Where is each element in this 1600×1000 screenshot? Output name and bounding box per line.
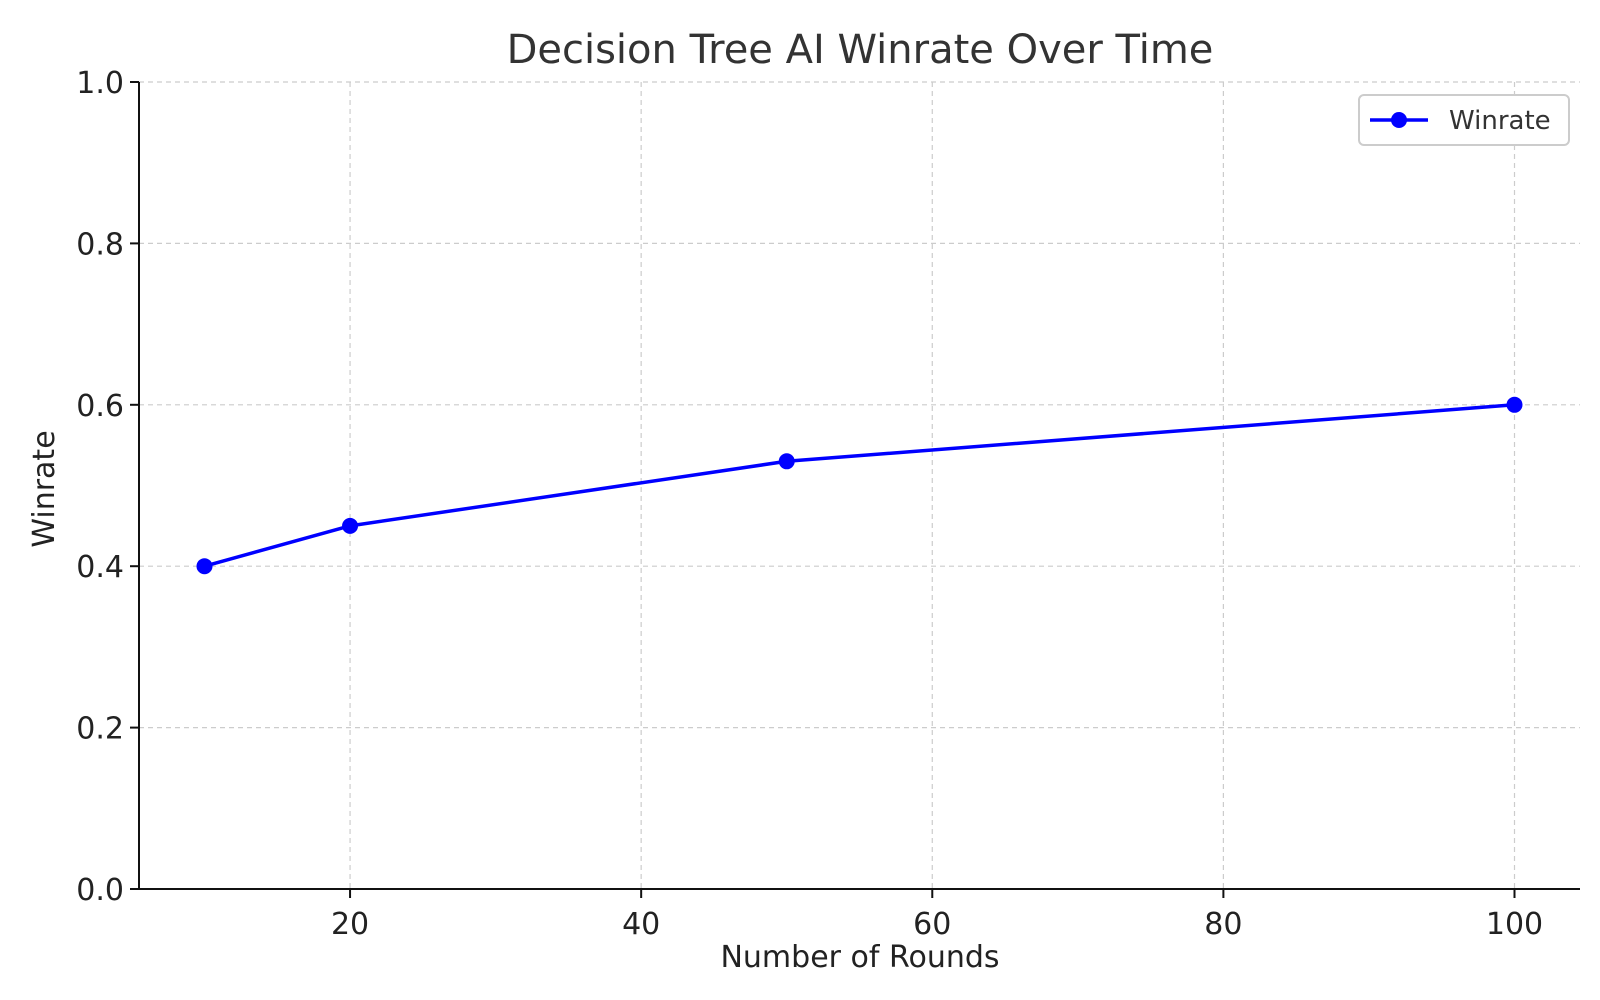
series-winrate: [196, 396, 1523, 575]
chart-title: Decision Tree AI Winrate Over Time: [507, 27, 1214, 73]
y-tick-label-4: 0.8: [76, 227, 124, 262]
data-point-3: [1506, 396, 1523, 413]
x-tick-label-0: 20: [331, 907, 369, 942]
data-point-2: [778, 453, 795, 470]
y-axis-label: Winrate: [27, 430, 62, 547]
data-point-0: [196, 558, 213, 575]
x-axis-label: Number of Rounds: [720, 940, 999, 975]
legend-marker-swatch: [1391, 112, 1407, 128]
legend-entry-winrate: Winrate: [1449, 106, 1551, 136]
y-tick-label-5: 1.0: [76, 66, 124, 101]
legend: Winrate: [1358, 94, 1570, 146]
grid-lines: [139, 81, 1580, 889]
y-tick-label-0: 0.0: [76, 873, 124, 908]
x-tick-label-1: 40: [622, 907, 660, 942]
legend-box: [1358, 94, 1570, 146]
y-tick-label-1: 0.2: [76, 712, 124, 747]
x-tick-label-3: 80: [1204, 907, 1242, 942]
data-point-1: [342, 517, 359, 534]
y-tick-label-3: 0.6: [76, 389, 124, 424]
ticks: 20 40 60 80 100 0.0 0.2 0.4 0.6 0.8 1.0: [76, 66, 1543, 942]
series-line-winrate: [202, 403, 1517, 568]
y-tick-label-2: 0.4: [76, 550, 124, 585]
x-tick-label-4: 100: [1486, 907, 1543, 942]
x-tick-label-2: 60: [913, 907, 951, 942]
axes: [138, 82, 1580, 890]
